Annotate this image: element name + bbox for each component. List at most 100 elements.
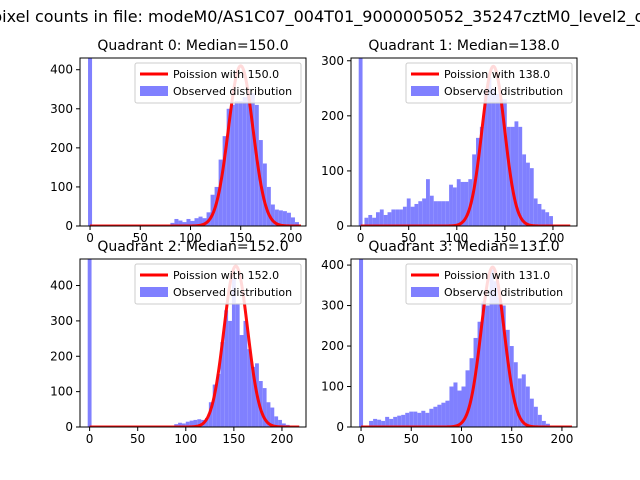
histogram-bar [258,381,263,427]
y-tick-label: 200 [321,109,344,123]
histogram-bar [433,406,438,427]
histogram-bar-spike [359,259,364,427]
panel-title: Quadrant 0: Median=150.0 [97,38,288,54]
histogram-bar [224,310,229,427]
histogram-bar [290,217,295,226]
histogram-bar [406,198,411,226]
y-tick-label: 0 [65,219,73,233]
x-tick-label: 50 [130,432,145,446]
histogram-bar [449,184,453,226]
plot-area [358,58,571,226]
x-tick-label: 150 [493,231,516,245]
histogram-bar [274,209,279,226]
histogram-bar [537,414,542,427]
histogram-bar [182,222,187,226]
histogram-bar [545,212,550,226]
histogram-bar [234,100,239,226]
legend-line-label: Poission with 131.0 [444,269,550,282]
histogram-bar [185,421,190,427]
histogram-bar [422,198,427,226]
legend-line-label: Poission with 138.0 [444,68,550,81]
x-tick-label: 100 [450,432,473,446]
histogram-bar [230,104,235,226]
histogram-bar [262,163,267,226]
histogram-bar [541,420,546,427]
histogram-bar [246,93,251,226]
histogram-bar [449,386,454,427]
y-tick-label: 300 [321,299,344,313]
histogram-bar [413,411,418,427]
legend-hist-swatch [411,86,439,96]
histogram-bar [282,211,287,226]
legend-hist-swatch [411,287,439,297]
histogram-bar [545,423,550,427]
histogram-bar [533,406,538,427]
histogram-bar [178,220,183,226]
histogram-bar [218,159,223,226]
x-tick-label: 200 [542,231,565,245]
histogram-bar [364,217,369,226]
y-tick-label: 300 [50,102,73,116]
legend-box [134,62,302,104]
histogram-bar [514,121,519,226]
histogram-bar [461,386,466,427]
histogram-bar [266,186,271,226]
panel-quadrant-0: 0 50 100 150 200 0 100 200 300 400 Quadrant 0: Med… [50,38,307,245]
legend-box [405,263,573,305]
histogram-bar-spike [88,58,93,226]
histogram-bar [376,212,380,226]
histogram-bar [410,206,415,226]
histogram-bar [243,320,248,427]
histogram-bar [497,297,502,427]
histogram-bar [377,419,382,427]
x-tick-label: 0 [357,231,365,245]
histogram-bar [226,108,231,226]
histogram-bar [391,209,396,226]
axes-frame [79,258,307,428]
y-tick-label: 100 [50,385,73,399]
histogram-bar [270,407,275,427]
histogram-bar [383,214,388,226]
histogram-bar [186,218,191,226]
histogram-bar [250,93,255,226]
legend-hist-swatch [140,86,168,96]
histogram-bar [529,398,534,427]
histogram-bar [421,410,426,427]
legend: Poission with 138.0 Observed distribution [405,62,573,104]
y-tick-label: 0 [336,219,344,233]
histogram-bar [212,384,217,427]
figure-title: Histogram of pixel counts in file: modeM… [0,7,640,27]
histogram-bar [491,88,496,226]
histogram-bar [235,303,240,427]
legend-hist-label: Observed distribution [173,85,292,98]
histogram-bar [389,418,394,427]
histogram-bar [368,214,373,226]
legend-box [405,62,573,104]
histogram-bar [266,402,271,427]
histogram-bar [220,342,225,427]
panel-quadrant-3: 0 50 100 150 200 0 100 200 300 400 Quadrant 3: Med… [321,239,578,446]
histogram-bar [495,93,500,226]
x-tick-label: 150 [500,432,523,446]
histogram-bar [433,201,438,226]
axes-frame [350,57,578,227]
histogram-bar [518,126,523,226]
histogram-bar [205,418,209,427]
y-tick-label: 400 [321,258,344,272]
histogram-bar [425,412,430,427]
histogram-bar [510,126,515,226]
histogram-bar [222,136,227,226]
legend: Poission with 150.0 Observed distribution [134,62,302,104]
histogram-bar [429,408,434,427]
legend-box [134,263,302,305]
histogram-bar [522,154,527,226]
histogram-bar [537,203,542,226]
histogram-bar [460,181,465,226]
histogram-bar [198,216,203,226]
histogram-bar [208,402,213,427]
histogram-bar [465,370,470,427]
histogram-bar [202,218,207,226]
histogram-bar [395,209,400,226]
histogram-bar [499,99,503,226]
histogram-bar [281,423,286,427]
